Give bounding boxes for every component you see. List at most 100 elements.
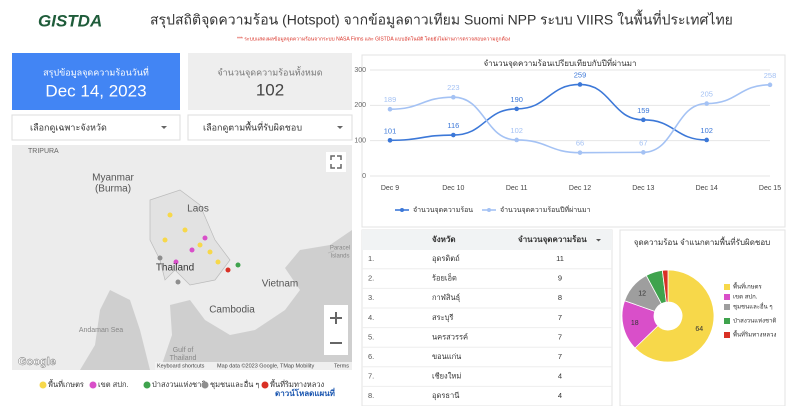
data-point <box>641 150 646 155</box>
legend-label: เขต สปก. <box>98 380 129 389</box>
data-point <box>387 138 393 143</box>
data-point <box>451 94 456 100</box>
attribution-bar <box>155 362 352 370</box>
attribution: Map data ©2023 Google, TMap Mobility <box>217 362 314 369</box>
legend-swatch <box>39 381 47 389</box>
legend-swatch <box>724 284 730 290</box>
hotspot-dot <box>197 242 203 248</box>
row-index: 6. <box>368 352 374 361</box>
legend-label: ชุมชนและอื่น ๆ <box>210 379 259 389</box>
x-tick-label: Dec 10 <box>442 185 464 192</box>
slice-label: 12 <box>638 291 646 298</box>
province: อุดรดิตถ์ <box>432 254 460 263</box>
date-value: Dec 14, 2023 <box>45 81 146 100</box>
hotspot-dots <box>157 212 241 285</box>
map-island <box>327 250 335 254</box>
date-label: สรุปข้อมูลจุดความร้อนวันที่ <box>43 65 149 78</box>
hotspot-dot <box>207 249 213 255</box>
x-tick-label: Dec 14 <box>696 185 718 192</box>
table-header-cell[interactable]: จำนวนจุดความร้อน <box>518 234 587 245</box>
legend-swatch <box>89 381 97 389</box>
y-tick-label: 300 <box>354 67 366 74</box>
hotspot-dot <box>215 259 221 265</box>
area-filter[interactable] <box>187 114 353 141</box>
legend-swatch <box>724 332 730 338</box>
data-label: 189 <box>384 95 397 104</box>
map-label: Vietnam <box>262 279 299 290</box>
map-label: Thailand <box>156 263 194 274</box>
data-label: 101 <box>384 126 397 135</box>
data-point <box>577 82 583 87</box>
legend-swatch <box>400 208 404 212</box>
province: กาฬสินธุ์ <box>432 293 460 302</box>
line-chart: 0 100 200 300 Dec 9 Dec 10 Dec 11 Dec 12 Dec 13 D… <box>354 67 781 214</box>
legend-label: พื้นที่ริมทางหลวง <box>733 329 776 339</box>
row-index: 2. <box>368 274 374 283</box>
map-label: Myanmar <box>92 173 134 184</box>
donut-slice <box>621 300 659 349</box>
sort-icon <box>596 239 601 242</box>
province: ขอนแก่น <box>432 352 461 361</box>
hotspot-dot <box>175 279 181 285</box>
map-label: Gulf of <box>173 347 194 354</box>
count: 7 <box>558 352 562 361</box>
data-label: 258 <box>764 71 777 80</box>
province: ร้อยเอ็ด <box>432 273 457 283</box>
data-point <box>767 82 773 88</box>
hotspot-dot <box>167 212 173 218</box>
province-filter[interactable] <box>11 114 181 141</box>
count: 11 <box>556 254 564 263</box>
data-point <box>704 101 709 106</box>
hotspot-dot <box>235 262 241 268</box>
map-label: Andaman Sea <box>79 327 123 334</box>
hotspot-dot <box>173 259 179 265</box>
fullscreen-button[interactable] <box>326 152 346 172</box>
map-label: Cambodia <box>209 305 255 316</box>
data-point <box>641 117 646 123</box>
row-index: 3. <box>368 293 374 302</box>
attribution[interactable]: Keyboard shortcuts <box>157 363 205 369</box>
slice-label: 64 <box>695 326 703 333</box>
filter-label: เลือกดูตามพื้นที่รับผิดชอบ <box>203 120 302 133</box>
download-link[interactable]: ดาวน์โหลดแผนที่ <box>275 387 335 398</box>
legend-swatch <box>487 208 491 212</box>
x-tick-label: Dec 11 <box>506 185 528 192</box>
map-label: TRIPURA <box>28 148 59 155</box>
x-tick-label: Dec 12 <box>569 185 591 192</box>
dropdown-arrow <box>161 126 167 129</box>
data-label: 67 <box>639 138 647 147</box>
map-label: Islands <box>330 254 349 260</box>
legend-swatch <box>724 304 730 310</box>
legend-label: พื้นที่เกษตร <box>48 379 84 389</box>
map-label: Thailand <box>170 355 197 362</box>
row-index: 1. <box>368 254 374 263</box>
date-card <box>12 53 180 110</box>
data-label: 259 <box>574 70 587 79</box>
hotspot-dot <box>182 227 188 233</box>
data-label: 205 <box>700 90 713 99</box>
legend-label: พื้นที่เกษตร <box>733 281 763 291</box>
slice-label: 18 <box>631 320 639 327</box>
data-label: 223 <box>447 83 460 92</box>
data-label: 190 <box>510 95 523 104</box>
logo: GISTDA <box>38 11 102 30</box>
map-label: Paracel <box>330 246 350 252</box>
map-label: (Burma) <box>95 184 131 195</box>
y-tick-label: 100 <box>354 138 366 145</box>
data-label: 102 <box>510 126 523 135</box>
table-header-cell[interactable]: จังหวัด <box>432 235 456 244</box>
donut-slice <box>634 269 715 363</box>
google-logo: Google <box>18 356 56 368</box>
data-label: 66 <box>576 139 584 148</box>
province: สระบุรี <box>432 313 453 322</box>
data-point <box>451 132 456 138</box>
legend-swatch <box>724 294 730 300</box>
data-point <box>387 106 393 112</box>
line-chart-title: จำนวนจุดความร้อนเปรียบเทียบกับปีที่ผ่านม… <box>483 57 636 68</box>
attribution[interactable]: Terms <box>334 363 349 369</box>
map[interactable]: TRIPURA Myanmar (Burma) Laos Thailand Vi… <box>12 145 352 370</box>
total-card <box>188 53 352 110</box>
